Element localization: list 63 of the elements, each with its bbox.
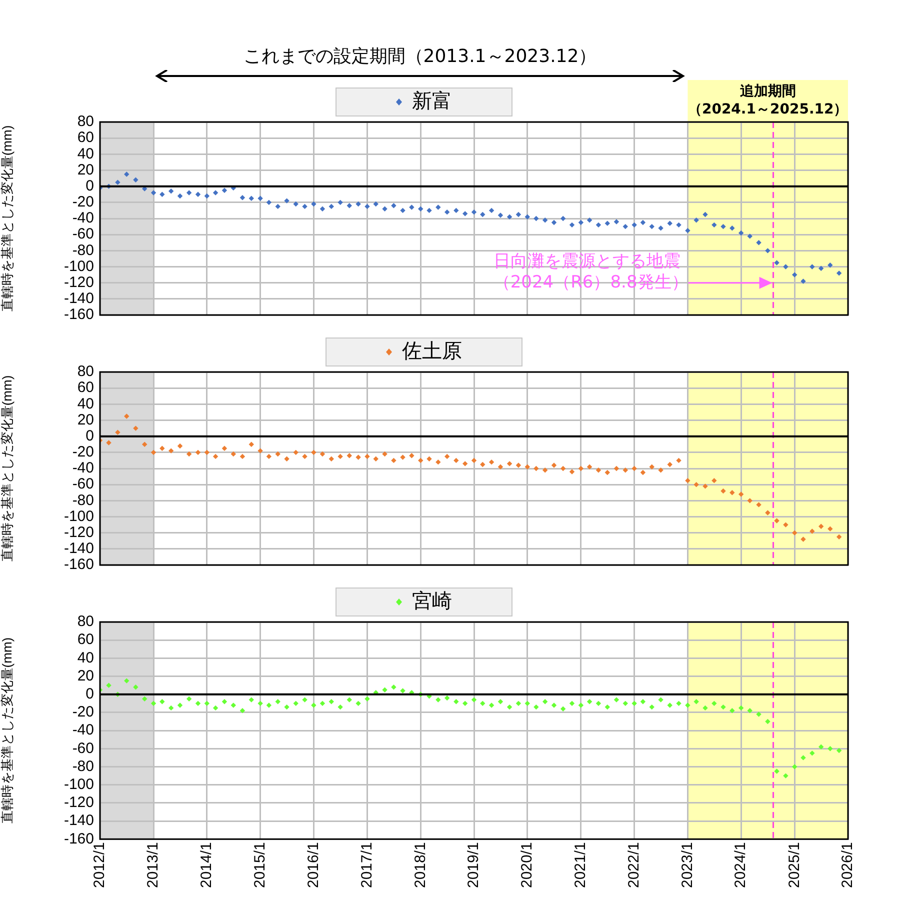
y-tick-label: -140: [64, 540, 94, 558]
y-tick-label: -20: [72, 704, 94, 721]
x-tick-label: 2013/1: [144, 842, 162, 888]
y-tick-label: 0: [86, 686, 94, 703]
x-tick-label: 2014/1: [198, 842, 216, 888]
annotation: 日向灘を震源とする地震（2024（R6）8.8発生）: [493, 251, 688, 292]
legend-label: 佐土原: [402, 340, 462, 363]
y-tick-label: -120: [64, 524, 94, 541]
y-tick-label: 80: [77, 613, 94, 630]
y-tick-label: 80: [77, 113, 94, 130]
x-tick-label: 2026/1: [839, 842, 856, 888]
y-tick-label: -80: [72, 492, 94, 509]
y-tick-label: -120: [64, 274, 94, 291]
y-tick-label: 0: [86, 177, 94, 194]
x-tick-label: 2024/1: [732, 842, 750, 888]
x-tick-label: 2019/1: [465, 842, 482, 888]
legend-label: 新富: [412, 90, 452, 113]
y-tick-label: 40: [77, 649, 94, 666]
y-tick-label: -100: [64, 258, 94, 275]
y-tick-label: 0: [86, 427, 94, 444]
x-tick-label: 2012/1: [91, 842, 108, 888]
y-tick-label: -60: [72, 740, 94, 757]
x-tick-label: 2018/1: [412, 842, 429, 888]
y-tick-label: -80: [72, 242, 94, 259]
x-tick-label: 2022/1: [625, 842, 642, 888]
y-tick-label: -140: [64, 290, 94, 308]
y-axis-title: 直轄時を基準とした変化量(mm): [0, 637, 14, 824]
y-tick-label: 40: [77, 395, 94, 412]
y-tick-label: -160: [64, 830, 94, 848]
band-label: 追加期間（2024.1～2025.12）: [688, 84, 848, 118]
legend-label: 宮崎: [412, 590, 452, 613]
y-axis-title: 直轄時を基準とした変化量(mm): [0, 125, 14, 312]
y-tick-label: -40: [72, 210, 94, 227]
y-tick-label: 80: [77, 363, 94, 380]
x-tick-label: 2020/1: [518, 842, 536, 888]
y-tick-label: -20: [72, 444, 94, 461]
y-tick-label: 40: [77, 145, 94, 162]
y-tick-label: 20: [77, 161, 94, 178]
y-tick-label: 60: [77, 631, 94, 648]
x-tick-label: 2021/1: [572, 842, 590, 888]
y-tick-label: -20: [72, 194, 94, 211]
x-tick-label: 2016/1: [304, 842, 322, 888]
y-tick-label: -120: [64, 794, 94, 812]
y-tick-label: -40: [72, 460, 94, 477]
y-tick-label: -100: [64, 508, 94, 525]
y-tick-label: 60: [77, 129, 94, 146]
y-tick-label: 20: [77, 411, 94, 428]
x-tick-label: 2017/1: [358, 842, 376, 888]
text: これまでの設定期間（2013.1～2023.12）: [242, 45, 598, 68]
y-tick-label: -60: [72, 226, 94, 243]
y-tick-label: -100: [64, 776, 94, 793]
x-tick-label: 2025/1: [786, 842, 803, 888]
y-tick-label: 60: [77, 379, 94, 396]
x-tick-label: 2015/1: [251, 842, 268, 888]
y-tick-label: -40: [72, 722, 94, 739]
y-tick-label: -160: [64, 306, 94, 324]
x-tick-label: 2023/1: [678, 842, 696, 888]
y-tick-label: -140: [64, 812, 94, 830]
y-tick-label: -60: [72, 476, 94, 493]
y-tick-label: -80: [72, 758, 94, 775]
y-axis-title: 直轄時を基準とした変化量(mm): [0, 375, 14, 562]
y-tick-label: -160: [64, 556, 94, 574]
y-tick-label: 20: [77, 667, 94, 684]
